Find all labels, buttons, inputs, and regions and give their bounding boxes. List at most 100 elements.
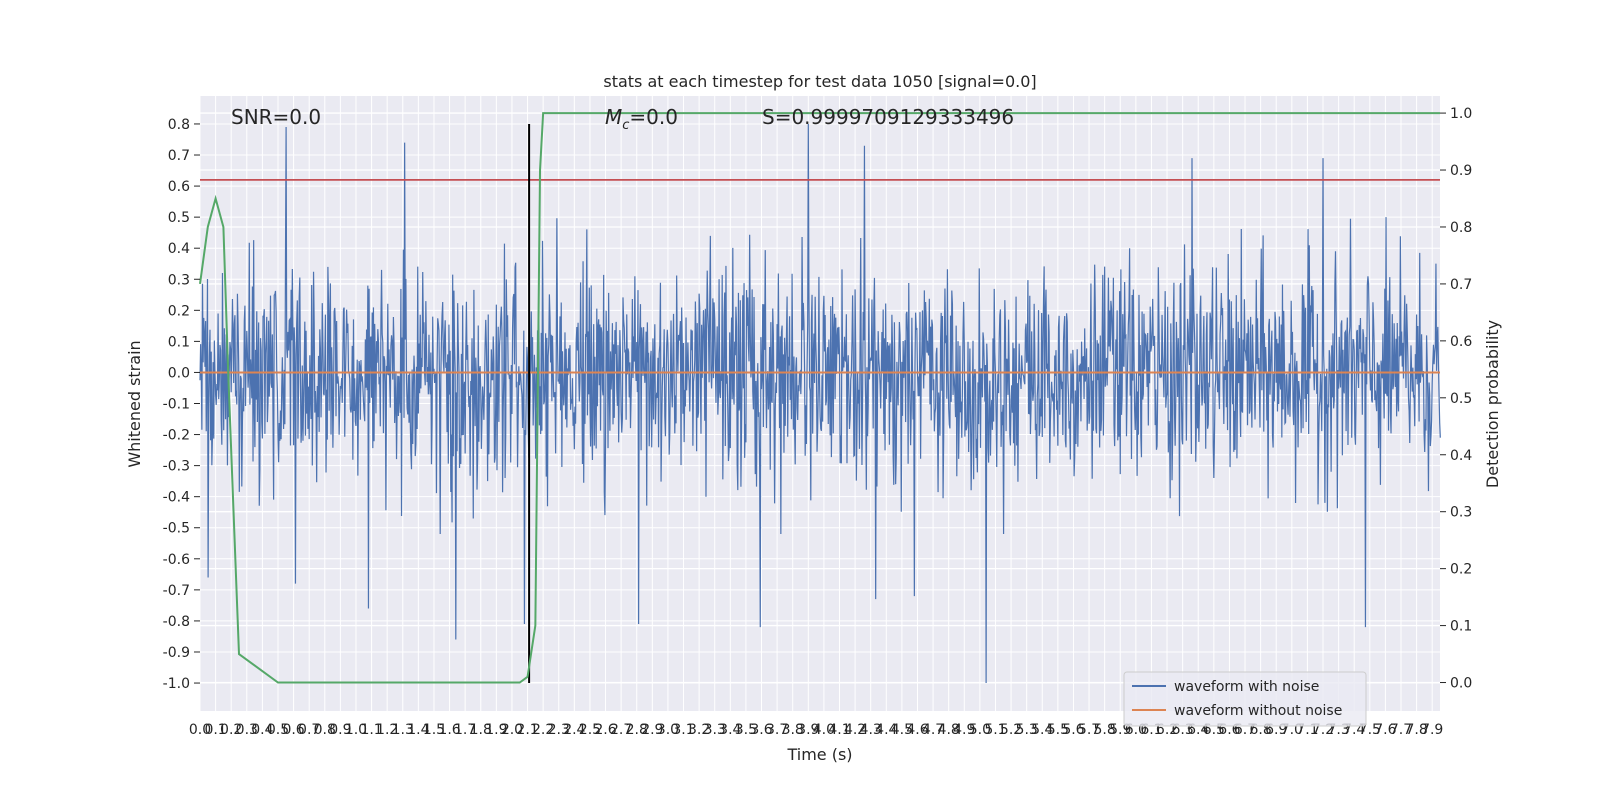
x-tick-label: 0.7 <box>298 722 320 738</box>
x-tick-label: 2.4 <box>563 722 585 738</box>
x-tick-label: 4.3 <box>860 722 882 738</box>
x-axis-label: Time (s) <box>786 745 852 764</box>
x-tick-label: 0.3 <box>236 722 258 738</box>
x-tick-label: 1.7 <box>454 722 476 738</box>
x-tick-label: 5.2 <box>1000 722 1022 738</box>
y-tick-label: -1.0 <box>163 676 190 692</box>
y-tick-label: 0.5 <box>168 210 190 226</box>
x-tick-label: 2.3 <box>548 722 570 738</box>
x-tick-label: 4.9 <box>953 722 975 738</box>
y-right-tick-label: 0.5 <box>1450 391 1472 407</box>
y-tick-label: -0.1 <box>163 397 190 413</box>
x-tick-label: 5.4 <box>1031 722 1053 738</box>
x-tick-label: 0.4 <box>251 722 273 738</box>
y-tick-label: -0.5 <box>163 521 190 537</box>
y-tick-label: 0.0 <box>168 365 190 381</box>
x-tick-label: 5.0 <box>969 722 991 738</box>
x-tick-label: 4.2 <box>844 722 866 738</box>
y-tick-label: 0.1 <box>168 334 190 350</box>
y-right-tick-label: 0.6 <box>1450 334 1472 350</box>
x-tick-label: 1.4 <box>407 722 429 738</box>
y-right-tick-label: 0.0 <box>1450 676 1472 692</box>
x-tick-label: 3.8 <box>782 722 804 738</box>
x-tick-label: 7.8 <box>1405 722 1427 738</box>
y-axis-right-label: Detection probability <box>1483 320 1502 488</box>
y-tick-label: 0.6 <box>168 179 190 195</box>
y-right-tick-label: 0.4 <box>1450 448 1472 464</box>
x-tick-label: 2.6 <box>594 722 616 738</box>
chart-title: stats at each timestep for test data 105… <box>603 72 1036 91</box>
x-tick-label: 1.0 <box>345 722 367 738</box>
x-tick-label: 3.5 <box>735 722 757 738</box>
x-tick-label: 3.6 <box>750 722 772 738</box>
y-tick-label: 0.2 <box>168 303 190 319</box>
y-right-tick-label: 0.2 <box>1450 562 1472 578</box>
y-tick-label: -0.7 <box>163 583 190 599</box>
x-tick-label: 1.1 <box>360 722 382 738</box>
y-right-tick-label: 0.3 <box>1450 505 1472 521</box>
x-tick-label: 5.3 <box>1016 722 1038 738</box>
x-tick-label: 5.5 <box>1047 722 1069 738</box>
x-tick-label: 0.6 <box>282 722 304 738</box>
legend-label-noise: waveform with noise <box>1174 679 1319 695</box>
y-right-tick-label: 0.1 <box>1450 619 1472 635</box>
x-tick-label: 1.9 <box>485 722 507 738</box>
x-tick-label: 5.1 <box>984 722 1006 738</box>
x-tick-label: 5.6 <box>1062 722 1084 738</box>
y-tick-label: -0.8 <box>163 614 190 630</box>
x-tick-label: 7.6 <box>1374 722 1396 738</box>
x-tick-label: 3.2 <box>688 722 710 738</box>
y-tick-label: -0.2 <box>163 428 190 444</box>
legend-label-clean: waveform without noise <box>1174 703 1342 719</box>
y-tick-label: -0.9 <box>163 645 190 661</box>
y-tick-label: -0.3 <box>163 459 190 475</box>
x-tick-label: 2.9 <box>641 722 663 738</box>
waveform-with-noise <box>199 123 1441 684</box>
y-tick-label: 0.3 <box>168 272 190 288</box>
y-axis-label: Whitened strain <box>125 340 144 467</box>
x-tick-label: 4.5 <box>891 722 913 738</box>
x-tick-label: 0.8 <box>314 722 336 738</box>
y-right-tick-label: 0.8 <box>1450 220 1472 236</box>
x-tick-label: 2.5 <box>579 722 601 738</box>
x-tick-label: 0.5 <box>267 722 289 738</box>
y-tick-label: 0.8 <box>168 117 190 133</box>
line-layer <box>199 112 1440 684</box>
x-tick-label: 1.3 <box>392 722 414 738</box>
x-tick-label: 4.8 <box>938 722 960 738</box>
x-tick-label: 7.9 <box>1421 722 1443 738</box>
x-tick-label: 3.0 <box>657 722 679 738</box>
x-tick-label: 0.0 <box>189 722 211 738</box>
x-tick-label: 4.6 <box>906 722 928 738</box>
x-tick-label: 2.7 <box>610 722 632 738</box>
snr-annotation: SNR=0.0 <box>231 105 321 129</box>
x-tick-label: 4.0 <box>813 722 835 738</box>
waveform-with-noise-line <box>199 123 1441 684</box>
x-tick-label: 5.8 <box>1094 722 1116 738</box>
y-tick-label: 0.4 <box>168 241 190 257</box>
x-tick-label: 0.9 <box>329 722 351 738</box>
x-tick-label: 3.1 <box>672 722 694 738</box>
x-tick-label: 0.1 <box>204 722 226 738</box>
x-tick-label: 2.2 <box>532 722 554 738</box>
x-tick-label: 2.0 <box>501 722 523 738</box>
y-tick-label: -0.6 <box>163 552 190 568</box>
legend: waveform with noise waveform without noi… <box>1123 671 1367 727</box>
y-right-tick-label: 0.7 <box>1450 277 1472 293</box>
x-tick-label: 0.2 <box>220 722 242 738</box>
mc-annotation: Mc=0.0 <box>605 105 678 133</box>
x-tick-label: 3.7 <box>766 722 788 738</box>
x-tick-label: 5.7 <box>1078 722 1100 738</box>
x-tick-label: 3.3 <box>704 722 726 738</box>
y-right-tick-label: 0.9 <box>1450 163 1472 179</box>
y-tick-label: -0.4 <box>163 490 190 506</box>
x-tick-label: 1.6 <box>438 722 460 738</box>
x-tick-label: 7.7 <box>1390 722 1412 738</box>
s-annotation: S=0.9999709129333496 <box>762 105 1014 129</box>
x-tick-label: 1.2 <box>376 722 398 738</box>
x-tick-label: 4.7 <box>922 722 944 738</box>
legend-box <box>1123 671 1367 727</box>
x-tick-label: 4.4 <box>875 722 897 738</box>
grid <box>199 96 1440 711</box>
